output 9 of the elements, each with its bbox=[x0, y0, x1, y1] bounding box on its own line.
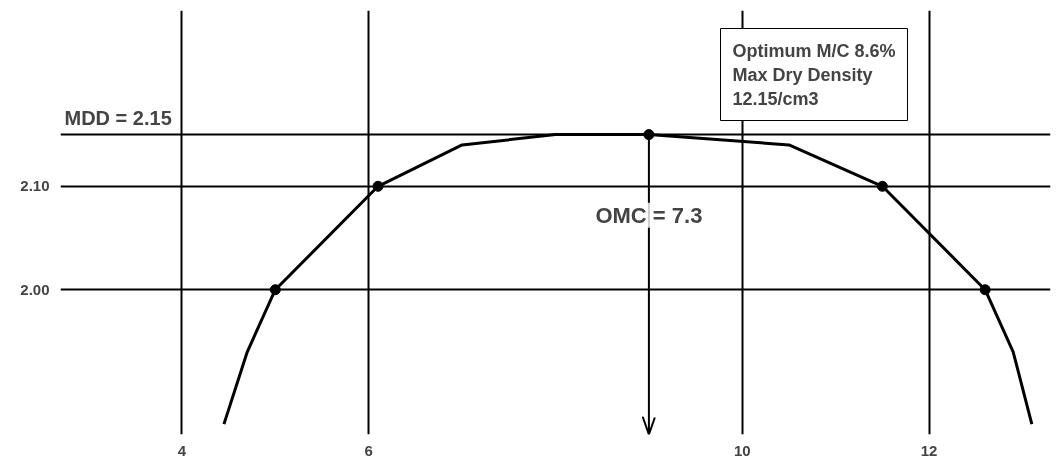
y-tick-label: 2.10 bbox=[20, 177, 50, 195]
x-tick-label: 12 bbox=[920, 441, 938, 459]
y-tick-label: 2.00 bbox=[20, 280, 50, 298]
ref-line-label: MDD = 2.15 bbox=[64, 106, 172, 129]
annotation: Optimum M/C 8.6% Max Dry Density 12.15/cm3 bbox=[732, 40, 896, 109]
x-tick-label: 6 bbox=[364, 441, 373, 459]
annotation: OMC = 7.3 bbox=[595, 202, 703, 228]
x-tick-label: 10 bbox=[733, 441, 751, 459]
x-tick-label: 4 bbox=[177, 441, 187, 459]
